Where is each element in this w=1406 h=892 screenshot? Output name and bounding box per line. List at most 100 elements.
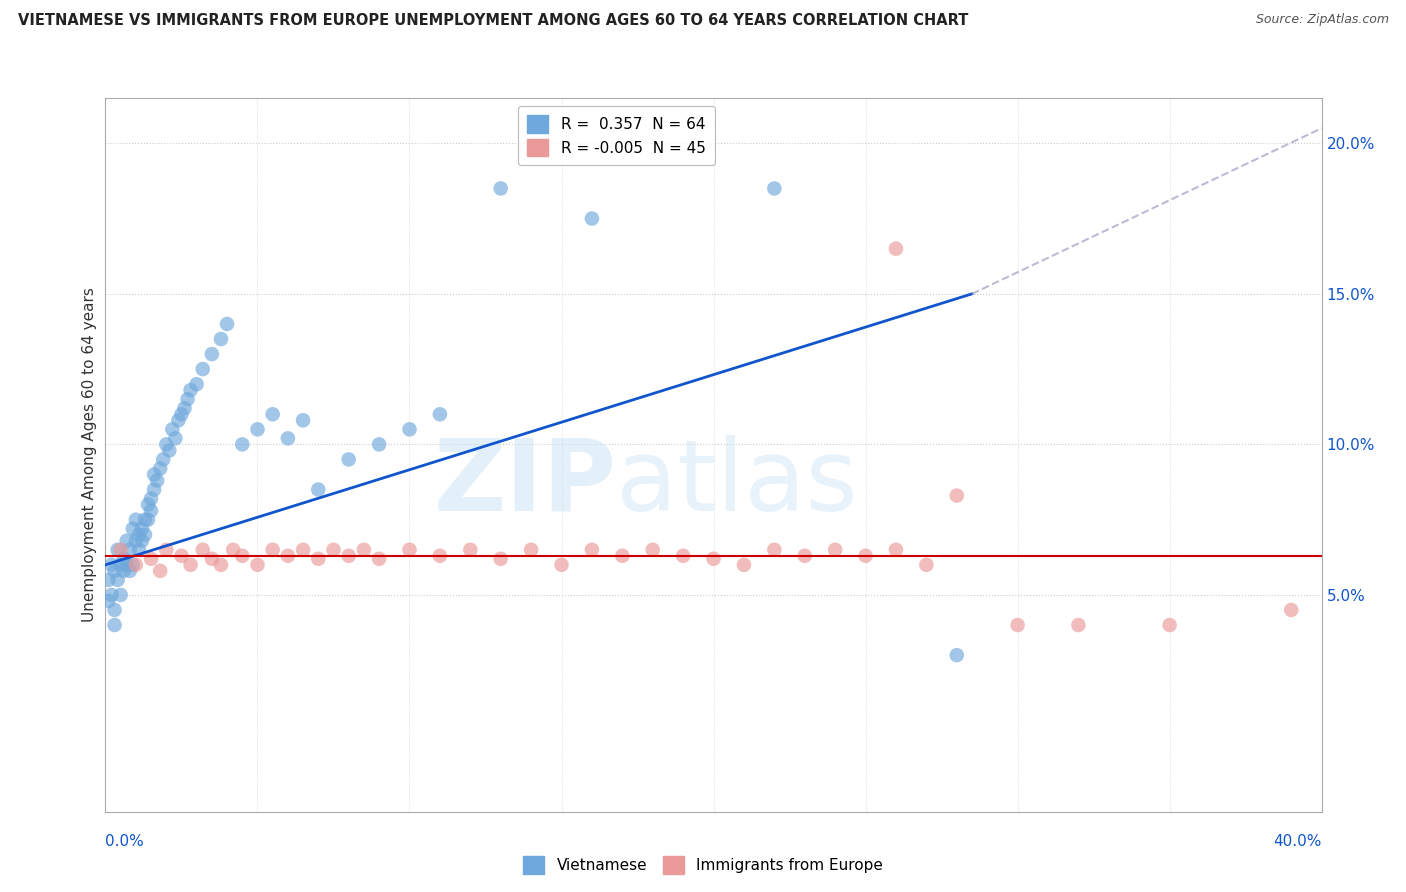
Point: [246, 558, 269, 572]
Point: [97, 573, 120, 587]
Point: [581, 542, 603, 557]
Point: [191, 362, 214, 376]
Point: [231, 437, 253, 451]
Point: [246, 422, 269, 436]
Point: [100, 588, 122, 602]
Point: [1159, 618, 1181, 632]
Point: [231, 549, 253, 563]
Point: [1007, 618, 1029, 632]
Point: [1279, 603, 1302, 617]
Point: [155, 437, 177, 451]
Point: [103, 618, 125, 632]
Point: [136, 498, 159, 512]
Text: atlas: atlas: [616, 435, 858, 532]
Text: VIETNAMESE VS IMMIGRANTS FROM EUROPE UNEMPLOYMENT AMONG AGES 60 TO 64 YEARS CORR: VIETNAMESE VS IMMIGRANTS FROM EUROPE UNE…: [18, 13, 969, 29]
Point: [149, 564, 172, 578]
Point: [121, 558, 143, 572]
Point: [945, 489, 967, 503]
Point: [217, 317, 239, 331]
Point: [277, 431, 299, 445]
Point: [855, 549, 877, 563]
Point: [155, 542, 177, 557]
Point: [139, 491, 162, 506]
Point: [170, 549, 193, 563]
Point: [110, 588, 132, 602]
Text: ZIP: ZIP: [433, 435, 616, 532]
Point: [103, 564, 125, 578]
Point: [292, 542, 315, 557]
Point: [165, 431, 187, 445]
Point: [162, 422, 184, 436]
Point: [125, 533, 148, 548]
Point: [110, 558, 132, 572]
Text: 0.0%: 0.0%: [105, 834, 145, 849]
Point: [146, 474, 169, 488]
Point: [1067, 618, 1090, 632]
Point: [167, 413, 190, 427]
Point: [262, 407, 284, 421]
Point: [118, 542, 141, 557]
Point: [125, 513, 148, 527]
Point: [209, 558, 232, 572]
Point: [520, 542, 543, 557]
Point: [489, 181, 512, 195]
Point: [763, 181, 786, 195]
Y-axis label: Unemployment Among Ages 60 to 64 years: Unemployment Among Ages 60 to 64 years: [82, 287, 97, 623]
Legend: Vietnamese, Immigrants from Europe: Vietnamese, Immigrants from Europe: [517, 850, 889, 880]
Point: [612, 549, 634, 563]
Point: [134, 513, 156, 527]
Point: [139, 503, 162, 517]
Point: [136, 513, 159, 527]
Point: [429, 407, 451, 421]
Point: [143, 483, 166, 497]
Point: [149, 461, 172, 475]
Point: [128, 527, 150, 541]
Point: [180, 383, 202, 397]
Point: [186, 377, 208, 392]
Point: [292, 413, 315, 427]
Point: [112, 564, 135, 578]
Point: [458, 542, 481, 557]
Legend: R =  0.357  N = 64, R = -0.005  N = 45: R = 0.357 N = 64, R = -0.005 N = 45: [517, 106, 714, 166]
Point: [152, 452, 174, 467]
Point: [170, 407, 193, 421]
Point: [672, 549, 695, 563]
Point: [322, 542, 344, 557]
Point: [641, 542, 664, 557]
Point: [222, 542, 245, 557]
Point: [337, 549, 360, 563]
Point: [307, 551, 329, 566]
Point: [107, 573, 129, 587]
Point: [702, 551, 725, 566]
Point: [884, 242, 907, 256]
Point: [915, 558, 938, 572]
Point: [201, 551, 224, 566]
Point: [191, 542, 214, 557]
Point: [429, 549, 451, 563]
Point: [173, 401, 195, 416]
Point: [277, 549, 299, 563]
Point: [112, 551, 135, 566]
Point: [793, 549, 815, 563]
Text: Source: ZipAtlas.com: Source: ZipAtlas.com: [1256, 13, 1389, 27]
Point: [763, 542, 786, 557]
Point: [307, 483, 329, 497]
Point: [398, 542, 420, 557]
Point: [824, 542, 846, 557]
Point: [368, 551, 391, 566]
Point: [103, 603, 125, 617]
Point: [337, 452, 360, 467]
Point: [209, 332, 232, 346]
Point: [550, 558, 572, 572]
Point: [201, 347, 224, 361]
Point: [134, 527, 156, 541]
Point: [115, 533, 138, 548]
Point: [128, 542, 150, 557]
Point: [121, 522, 143, 536]
Point: [131, 522, 153, 536]
Point: [489, 551, 512, 566]
Point: [176, 392, 198, 407]
Point: [100, 558, 122, 572]
Point: [97, 594, 120, 608]
Point: [143, 467, 166, 482]
